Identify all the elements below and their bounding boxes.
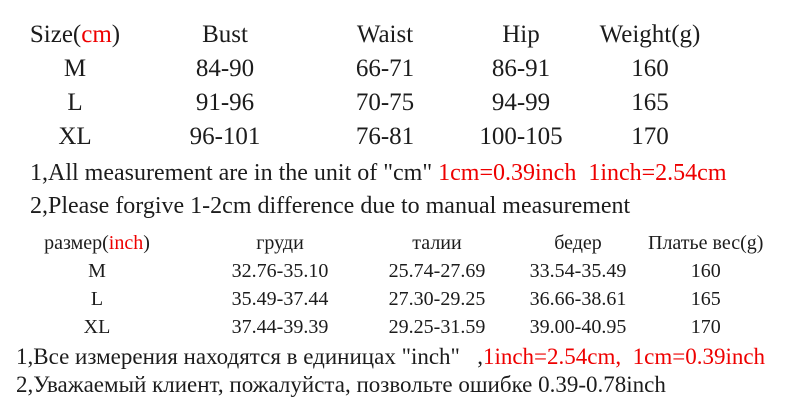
cell-size-l: L	[67, 89, 83, 116]
cell-hip-l: 94-99	[491, 89, 551, 116]
cell-hip-inch-xl: 39.00-40.95	[529, 315, 627, 338]
cell-weight-inch-l: 165	[690, 287, 721, 310]
cell-bust-inch-xl: 37.44-39.39	[231, 315, 329, 338]
cell-weight-xl: 170	[631, 123, 669, 150]
size-table-cm-header-row: Size(cm) Bust Waist Hip Weight(g)	[0, 18, 728, 52]
cell-hip-inch-l: 36.66-38.61	[529, 287, 627, 310]
cell-size-inch-l: L	[90, 287, 104, 310]
cell-waist-m: 66-71	[355, 55, 415, 82]
note-ru-1-conversion: 1inch=2.54cm, 1cm=0.39inch	[482, 344, 766, 369]
cell-bust-m: 84-90	[195, 55, 255, 82]
col-header-size-inch: размер(inch)	[0, 229, 194, 257]
cell-weight-m: 160	[631, 55, 669, 82]
cell-waist-xl: 76-81	[355, 123, 415, 150]
measurement-notes-en: 1,All measurement are in the unit of "cm…	[30, 157, 800, 223]
size-table-inch-header-row: размер(inch) груди талии бедер Платье ве…	[0, 229, 763, 257]
cell-weight-l: 165	[631, 89, 669, 116]
size-label-suffix: )	[111, 21, 121, 48]
cell-hip-xl: 100-105	[479, 123, 563, 150]
col-header-waist-ru: талии	[412, 231, 462, 254]
col-header-size-cm: Size(cm)	[0, 18, 150, 52]
col-header-bust: Bust	[202, 21, 248, 48]
col-header-hip-ru: бедер	[554, 231, 602, 254]
cell-waist-inch-xl: 29.25-31.59	[388, 315, 486, 338]
note-en-2-text: 2,Please forgive 1-2cm difference due to…	[30, 193, 631, 219]
size-unit-inch: inch	[108, 231, 144, 254]
size-label-prefix: Size(	[29, 21, 82, 48]
table-row-l: L 91-96 70-75 94-99 165	[0, 86, 728, 120]
measurement-notes-ru: 1,Все измерения находятся в единицах "in…	[16, 343, 800, 399]
col-header-waist: Waist	[356, 21, 414, 48]
table-row-inch-l: L 35.49-37.44 27.30-29.25 36.66-38.61 16…	[0, 285, 763, 313]
cell-waist-l: 70-75	[355, 89, 415, 116]
note-en-2: 2,Please forgive 1-2cm difference due to…	[30, 190, 800, 223]
note-en-1-conversion: 1cm=0.39inch 1inch=2.54cm	[438, 160, 727, 186]
cell-size-xl: XL	[58, 123, 92, 150]
table-row-xl: XL 96-101 76-81 100-105 170	[0, 120, 728, 154]
cell-waist-inch-m: 25.74-27.69	[388, 259, 486, 282]
table-row-inch-xl: XL 37.44-39.39 29.25-31.59 39.00-40.95 1…	[0, 313, 763, 341]
cell-weight-inch-m: 160	[690, 259, 721, 282]
cell-bust-xl: 96-101	[189, 123, 261, 150]
size-table-inch: размер(inch) груди талии бедер Платье ве…	[0, 229, 763, 341]
cell-size-m: M	[63, 55, 87, 82]
col-header-hip: Hip	[502, 21, 540, 48]
cell-bust-inch-m: 32.76-35.10	[231, 259, 329, 282]
cell-size-inch-xl: XL	[83, 315, 111, 338]
note-ru-2: 2,Уважаемый клиент, пожалуйста, позвольт…	[16, 371, 800, 399]
cell-weight-inch-xl: 170	[690, 315, 721, 338]
cell-hip-inch-m: 33.54-35.49	[529, 259, 627, 282]
note-ru-2-text: 2,Уважаемый клиент, пожалуйста, позвольт…	[16, 372, 666, 397]
col-header-bust-ru: груди	[256, 231, 304, 254]
note-ru-1-text: 1,Все измерения находятся в единицах "in…	[16, 344, 483, 369]
cell-size-inch-m: M	[88, 259, 106, 282]
cell-bust-inch-l: 35.49-37.44	[231, 287, 329, 310]
note-en-1-text: 1,All measurement are in the unit of "cm…	[30, 160, 439, 186]
size-chart-page: Size(cm) Bust Waist Hip Weight(g) M 84-9…	[0, 18, 800, 418]
cell-hip-m: 86-91	[491, 55, 551, 82]
table-row-m: M 84-90 66-71 86-91 160	[0, 52, 728, 86]
table-row-inch-m: M 32.76-35.10 25.74-27.69 33.54-35.49 16…	[0, 257, 763, 285]
size-ru-label-suffix: )	[143, 231, 150, 254]
cell-waist-inch-l: 27.30-29.25	[388, 287, 486, 310]
col-header-weight: Weight(g)	[599, 21, 701, 48]
size-unit-cm: cm	[81, 21, 112, 48]
note-ru-1: 1,Все измерения находятся в единицах "in…	[16, 343, 800, 371]
size-ru-label-prefix: размер(	[44, 231, 109, 254]
size-table-cm: Size(cm) Bust Waist Hip Weight(g) M 84-9…	[0, 18, 728, 154]
cell-bust-l: 91-96	[195, 89, 255, 116]
note-en-1: 1,All measurement are in the unit of "cm…	[30, 157, 800, 190]
col-header-weight-ru: Платье вес(g)	[648, 231, 764, 254]
